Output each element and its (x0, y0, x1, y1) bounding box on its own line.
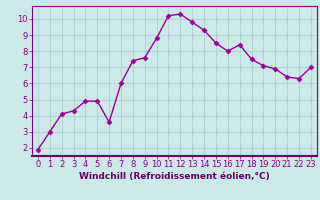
X-axis label: Windchill (Refroidissement éolien,°C): Windchill (Refroidissement éolien,°C) (79, 172, 270, 181)
